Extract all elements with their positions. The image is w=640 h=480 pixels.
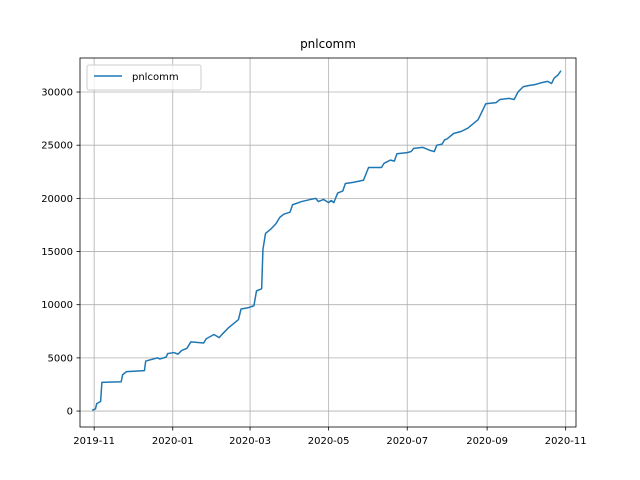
legend: pnlcomm [86,64,202,91]
chart-title: pnlcomm [300,37,356,51]
x-axis: 2019-11 2020-01 2020-03 2020-05 2020-07 2020-… [73,427,587,447]
y-tick-label: 20000 [41,194,73,205]
y-tick-label: 25000 [41,141,73,152]
y-tick-label: 0 [67,407,73,418]
y-tick-label: 5000 [48,353,73,364]
series-line-pnlcomm [91,70,562,411]
x-tick-label: 2020-11 [545,436,587,447]
y-tick-label: 15000 [41,247,73,258]
y-tick-label: 10000 [41,300,73,311]
plot-frame [79,57,577,428]
x-tick-label: 2020-05 [308,436,350,447]
x-tick-label: 2019-11 [73,436,115,447]
legend-box [86,64,202,91]
x-tick-label: 2020-07 [386,436,428,447]
x-tick-label: 2020-09 [466,436,508,447]
x-tick-label: 2020-03 [229,436,271,447]
series-layer [91,70,562,411]
x-tick-label: 2020-01 [152,436,194,447]
y-tick-label: 30000 [41,88,73,99]
legend-label: pnlcomm [132,72,179,83]
y-axis: 0 5000 10000 15000 20000 25000 30000 [41,88,80,418]
